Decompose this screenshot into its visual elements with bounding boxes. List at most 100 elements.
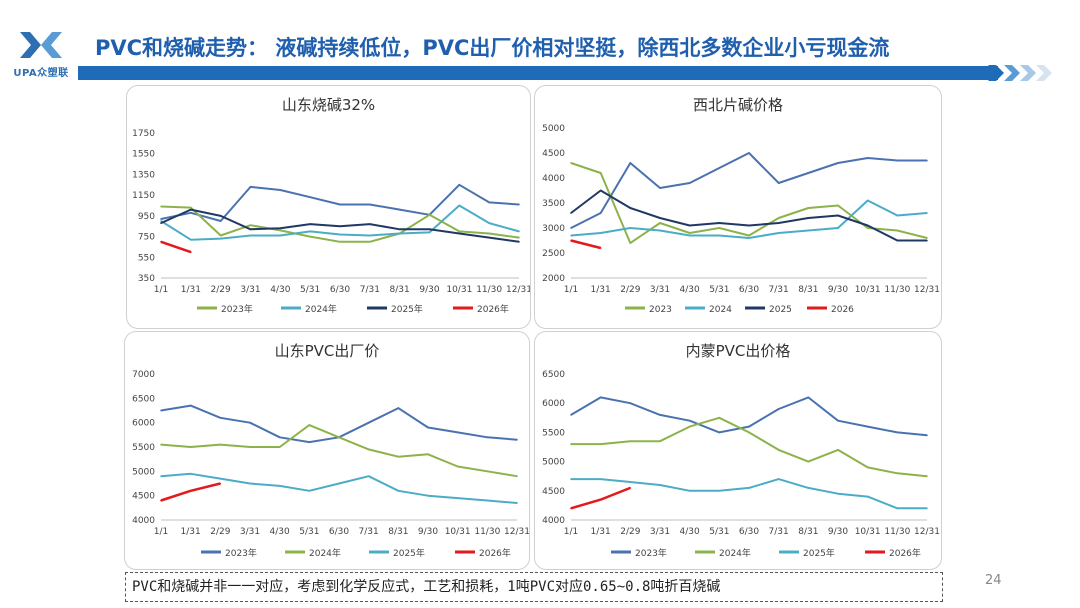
data-point — [837, 162, 839, 164]
data-point — [807, 396, 810, 399]
legend-label: 2026年 — [477, 303, 509, 315]
data-point — [160, 222, 162, 224]
data-point — [339, 240, 341, 243]
data-point — [219, 220, 222, 222]
data-point — [367, 475, 370, 477]
data-point — [866, 495, 869, 498]
x-tick-label: 6/30 — [739, 527, 759, 537]
data-point — [458, 204, 461, 207]
data-point — [748, 224, 750, 227]
x-tick-label: 10/31 — [445, 527, 471, 537]
data-point — [369, 223, 371, 225]
legend-label: 2026 — [831, 305, 854, 315]
y-tick-label: 4000 — [542, 174, 565, 184]
y-tick-label: 5000 — [542, 458, 565, 468]
chart-title-3: 山东PVC出厂价 — [274, 342, 380, 360]
series-line — [570, 199, 928, 239]
data-point — [279, 234, 282, 237]
data-point — [338, 482, 340, 485]
y-tick-label: 4500 — [542, 149, 565, 159]
data-point — [748, 425, 750, 428]
y-tick-label: 2500 — [542, 249, 565, 259]
data-point — [659, 484, 661, 486]
data-point — [339, 203, 341, 206]
x-tick-label: 10/31 — [855, 285, 881, 295]
x-tick-label: 7/31 — [769, 527, 789, 537]
data-point — [807, 487, 810, 489]
data-point — [278, 446, 281, 448]
data-point — [570, 212, 572, 214]
x-tick-label: 2/29 — [211, 285, 231, 295]
logo-text: UPA众塑联 — [13, 68, 69, 79]
data-point — [599, 478, 602, 480]
legend-label: 2023 — [649, 305, 672, 315]
x-tick-label: 8/31 — [798, 285, 818, 295]
data-point — [189, 490, 192, 492]
data-point — [599, 172, 602, 174]
legend-label: 2025年 — [393, 547, 425, 559]
x-tick-label: 3/31 — [240, 527, 260, 537]
data-point — [807, 217, 810, 219]
data-point — [599, 189, 602, 192]
x-tick-label: 1/31 — [591, 285, 611, 295]
data-point — [599, 498, 602, 501]
chart-panel-4: 内蒙PVC出价格 4000 4500 5000 5500 6000 6500 1/1 1/31… — [534, 331, 942, 570]
data-point — [486, 436, 489, 439]
data-point — [926, 434, 928, 437]
data-point — [807, 207, 810, 209]
y-tick-label: 1550 — [132, 150, 155, 160]
data-point — [428, 231, 431, 234]
data-point — [629, 487, 632, 489]
data-point — [160, 220, 162, 222]
x-tick-label: 9/30 — [828, 285, 848, 295]
data-point — [807, 172, 810, 174]
data-point — [926, 159, 928, 162]
data-point — [458, 232, 461, 235]
data-point — [896, 159, 899, 162]
x-tick-label: 11/30 — [474, 527, 500, 537]
data-point — [518, 236, 520, 239]
data-point — [629, 162, 632, 164]
y-tick-label: 4000 — [132, 516, 155, 526]
x-tick-label: 12/31 — [914, 527, 940, 537]
data-point — [599, 443, 602, 445]
data-point — [926, 475, 928, 477]
data-point — [896, 214, 899, 217]
data-point — [219, 417, 222, 419]
data-point — [219, 234, 222, 237]
legend-label: 2024年 — [719, 547, 751, 559]
data-point — [688, 182, 691, 184]
data-point — [488, 222, 490, 224]
y-tick-label: 2000 — [542, 274, 565, 284]
x-tick-label: 12/31 — [506, 285, 530, 295]
data-point — [570, 443, 572, 445]
chart-panel-2: 西北片碱价格 2000 2500 3000 3500 4000 4500 5000 1/1 1/… — [534, 85, 942, 329]
data-point — [659, 222, 661, 224]
title-bar — [78, 66, 998, 80]
data-point — [570, 414, 572, 416]
data-point — [338, 436, 340, 439]
data-point — [249, 224, 252, 226]
x-tick-label: 7/31 — [769, 285, 789, 295]
y-tick-label: 5500 — [542, 428, 565, 438]
legend-label: 2024 — [709, 305, 732, 315]
data-point — [896, 431, 899, 434]
data-point — [599, 212, 602, 214]
data-point — [718, 431, 721, 434]
data-point — [189, 446, 192, 448]
chart-3: 4000 4500 5000 5500 6000 6500 7000 1/1 1/31 2/29 3… — [132, 370, 529, 559]
data-point — [160, 240, 162, 243]
data-point — [659, 414, 661, 416]
data-point — [866, 227, 869, 229]
y-tick-label: 750 — [138, 233, 155, 243]
series-line — [570, 189, 927, 242]
data-point — [369, 234, 371, 237]
data-point — [896, 472, 899, 475]
y-tick-label: 550 — [138, 253, 155, 263]
data-point — [160, 499, 162, 502]
data-point — [160, 475, 162, 477]
data-point — [456, 497, 459, 499]
x-tick-label: 1/1 — [154, 285, 168, 295]
data-point — [777, 449, 780, 451]
x-tick-label: 2/29 — [620, 285, 640, 295]
